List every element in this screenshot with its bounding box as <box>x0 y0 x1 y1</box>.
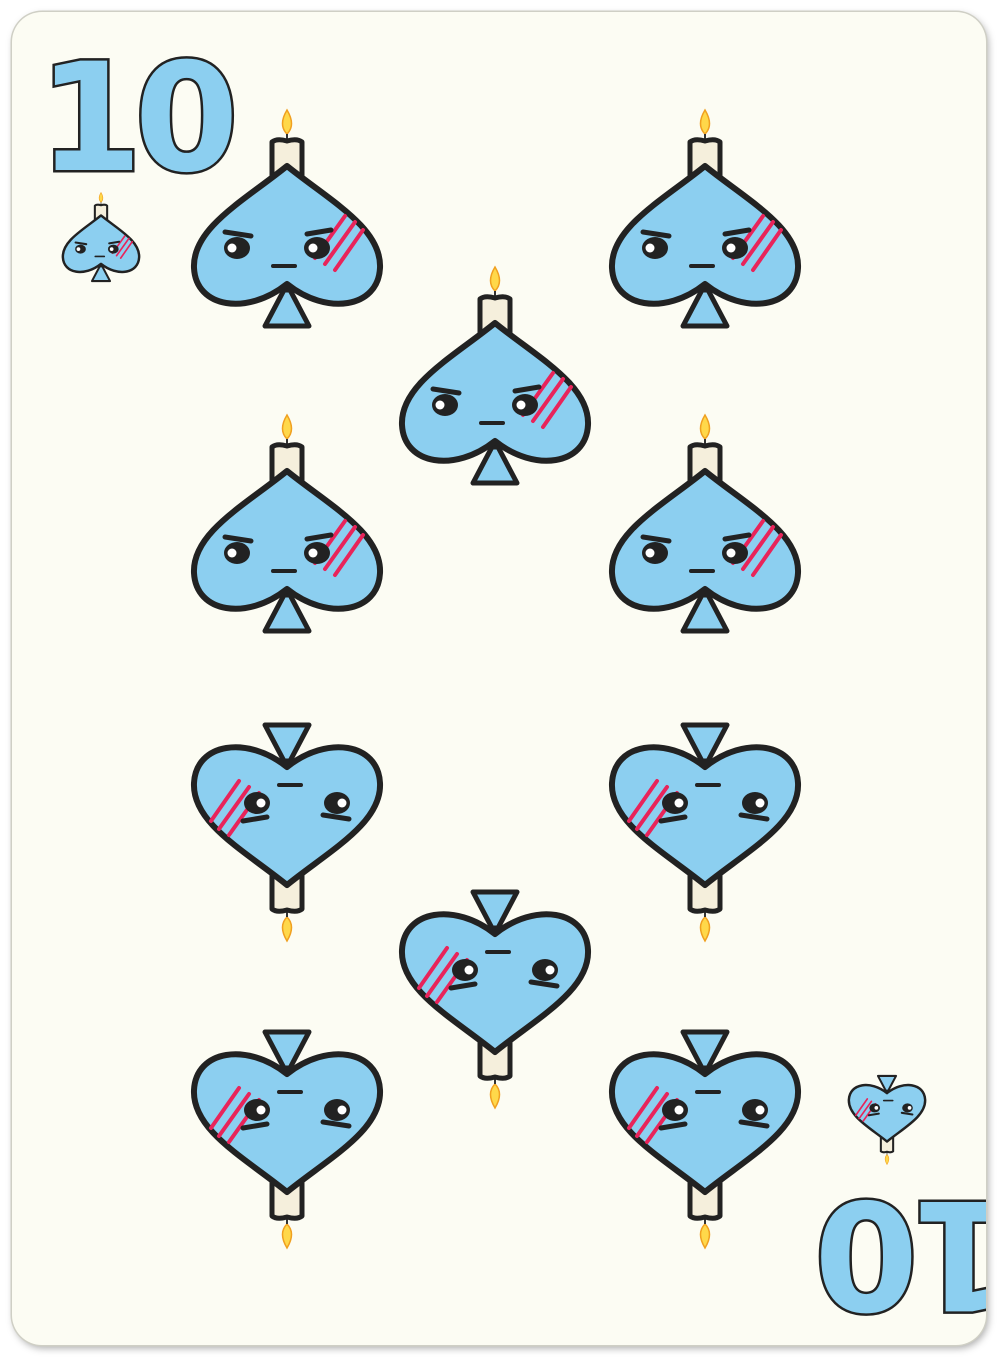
pip-3 <box>402 267 588 483</box>
index-pip-top <box>61 191 141 283</box>
pip-2 <box>612 110 798 326</box>
index-pip-bottom <box>847 1074 927 1166</box>
pip-8 <box>402 892 588 1108</box>
pip-5 <box>612 415 798 631</box>
pip-1 <box>194 110 380 326</box>
playing-card[interactable]: 10 10 <box>12 12 986 1345</box>
pip-6 <box>194 725 380 941</box>
pip-9 <box>194 1032 380 1248</box>
pip-10 <box>612 1032 798 1248</box>
pip-4 <box>194 415 380 631</box>
rank-top: 10 <box>36 32 242 206</box>
pip-7 <box>612 725 798 941</box>
